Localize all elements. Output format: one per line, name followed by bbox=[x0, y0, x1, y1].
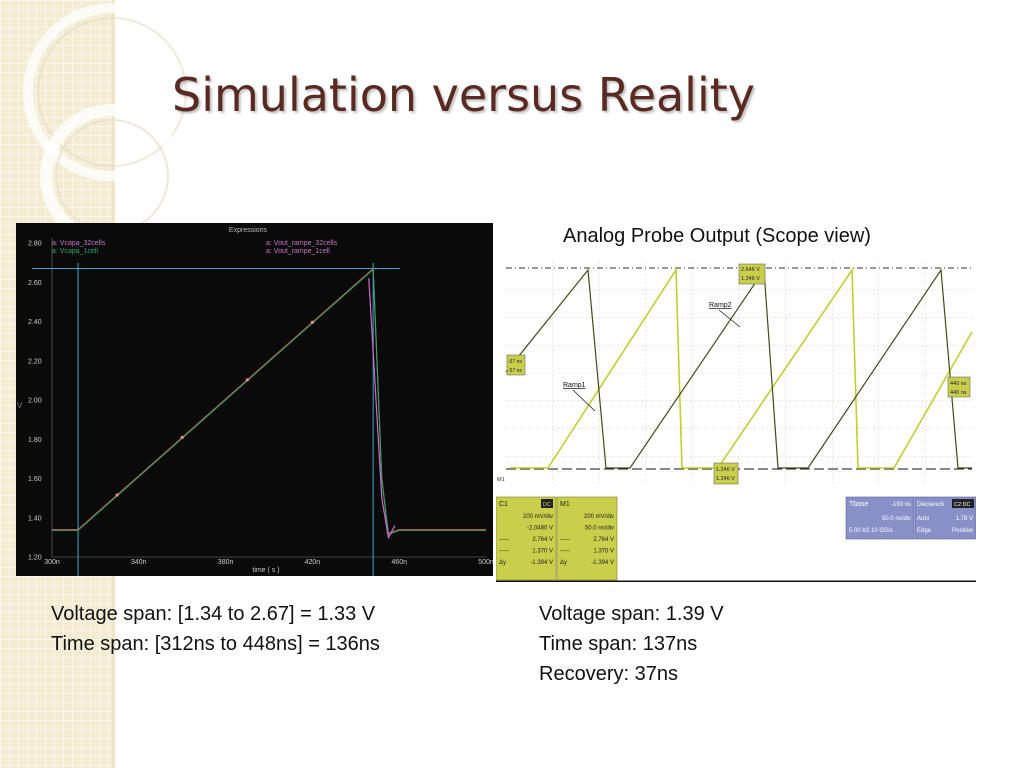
sim-sample-point bbox=[245, 378, 249, 382]
sim-y-ticks: 2.80 2.60 2.40 2.20 2.00 1.80 1.60 1.40 1.20 bbox=[28, 241, 42, 562]
sim-time-span: Time span: [312ns to 448ns] = 136ns bbox=[51, 633, 380, 655]
sim-y-tick-label: 2.60 bbox=[28, 280, 42, 287]
scope-box-value: 2.764 V bbox=[532, 537, 553, 543]
sim-reference-lines bbox=[32, 263, 400, 576]
scope-marker-right: 440 ns 440 ns bbox=[947, 376, 971, 398]
scope-grid bbox=[506, 262, 972, 484]
marker-right-label: 440 ns bbox=[950, 381, 967, 387]
c1-header: C1 bbox=[499, 501, 508, 508]
scope-caption: Analog Probe Output (Scope view) bbox=[563, 225, 871, 247]
sim-series bbox=[52, 267, 486, 540]
tbase-header-value: -193 ns bbox=[891, 502, 911, 508]
sim-vout-transient-line bbox=[368, 278, 396, 540]
sim-x-tick-label: 500n bbox=[478, 559, 493, 566]
scope-box-value: 200 mV/div bbox=[523, 514, 553, 520]
scope-box-value: 50.0 ns/div bbox=[585, 526, 614, 532]
sim-sample-point bbox=[310, 320, 314, 324]
scope-notes: Voltage span: 1.39 V Time span: 137ns Re… bbox=[539, 599, 724, 689]
sim-legend-item: a: Vcapa_32cells bbox=[52, 240, 106, 247]
scope-box-row-label: ----- bbox=[499, 549, 509, 555]
c1-tag: DC bbox=[543, 502, 551, 508]
scope-ramp2-trace bbox=[505, 268, 972, 469]
marker-top-label: 1.246 V bbox=[741, 276, 760, 282]
scope-box-value: -1.394 V bbox=[591, 560, 614, 566]
scope-box-value: 1.370 V bbox=[532, 549, 553, 555]
scope-box-value: -1.394 V bbox=[530, 560, 553, 566]
scope-m1-box: M1 200 mV/div 50.0 ns/div 2.764 V ----- 1.37… bbox=[556, 496, 618, 581]
marker-top-label: 2.646 V bbox=[741, 267, 760, 273]
marker-right-label: 440 ns bbox=[950, 390, 967, 396]
sim-x-tick-label: 420n bbox=[305, 559, 321, 566]
scope-box-row-label: ----- bbox=[560, 549, 570, 555]
sim-y-label: V bbox=[17, 401, 23, 410]
sim-x-tick-label: 380n bbox=[218, 559, 234, 566]
slide-title: Simulation versus Reality bbox=[172, 68, 755, 122]
scope-c1-box: C1 DC 200 mV/div -2.0480 V 2.764 V ----- 1.3… bbox=[496, 496, 557, 581]
scope-trigger-box: Déclench C2 DC Auto 1.78 V Edge Positive bbox=[914, 496, 976, 540]
marker-mid-left-label: -57 ns bbox=[508, 368, 522, 374]
tbase-row: 50.0 ns/div bbox=[882, 516, 911, 522]
sim-voltage-span: Voltage span: [1.34 to 2.67] = 1.33 V bbox=[51, 603, 376, 625]
scope-view: 2.646 V 1.246 V -57 ns -57 ns 1.246 V 1.… bbox=[496, 262, 976, 582]
scope-box-value: -2.0480 V bbox=[527, 526, 553, 532]
simulation-notes: Voltage span: [1.34 to 2.67] = 1.33 V Ti… bbox=[51, 599, 380, 659]
sim-y-tick-label: 2.40 bbox=[28, 319, 42, 326]
sim-x-label: time ( s ) bbox=[252, 567, 279, 574]
sim-series-line bbox=[52, 268, 486, 536]
sim-y-tick-label: 2.80 bbox=[28, 241, 42, 248]
trigger-mode: Auto bbox=[917, 516, 930, 522]
sim-window-title: Expressions bbox=[229, 227, 268, 234]
scope-box-row-label: ----- bbox=[560, 537, 570, 543]
tbase-row: 5.00 kS 10 GS/s bbox=[849, 528, 893, 534]
scope-box-row-label: Δy bbox=[499, 560, 506, 566]
sim-background bbox=[16, 223, 493, 576]
scope-box-value: 200 mV/div bbox=[584, 514, 614, 520]
simulation-plot: Expressions a: Vcapa_32cells a: Vcapa_1c… bbox=[16, 223, 493, 576]
trigger-header: Déclench bbox=[917, 501, 944, 508]
scope-ramp1-annotation: Ramp1 bbox=[563, 382, 596, 412]
scope-box-value: 2.764 V bbox=[593, 537, 614, 543]
scope-left-edge-mark: M1 bbox=[497, 477, 505, 483]
scope-box-row-label: ----- bbox=[499, 537, 509, 543]
sim-y-tick-label: 2.00 bbox=[28, 398, 42, 405]
sim-x-tick-label: 460n bbox=[391, 559, 407, 566]
tbase-header: Tbase bbox=[849, 501, 869, 508]
sim-x-tick-label: 340n bbox=[131, 559, 147, 566]
sim-x-ticks: 300n 340n 380n 420n 460n 500n bbox=[44, 559, 493, 566]
trigger-level: 1.78 V bbox=[956, 516, 973, 522]
marker-bottom-label: 1.246 V bbox=[716, 476, 735, 482]
sim-sample-point bbox=[115, 493, 119, 497]
marker-mid-left-label: -57 ns bbox=[508, 359, 522, 365]
sim-y-tick-label: 2.20 bbox=[28, 358, 42, 365]
scope-marker-top: 2.646 V 1.246 V bbox=[738, 263, 766, 285]
sim-y-tick-label: 1.40 bbox=[28, 515, 42, 522]
marker-bottom-label: 1.246 V bbox=[716, 467, 735, 473]
scope-marker-mid-left: -57 ns -57 ns bbox=[506, 354, 526, 376]
trigger-slope: Positive bbox=[952, 528, 974, 534]
sim-y-tick-label: 1.60 bbox=[28, 476, 42, 483]
scope-marker-bottom: 1.246 V 1.246 V bbox=[713, 462, 739, 485]
scope-box-value: 1.370 V bbox=[593, 549, 614, 555]
trigger-type: Edge bbox=[917, 528, 932, 534]
sim-legend-right: a: Vout_rampe_32cells a: Vout_rampe_1cel… bbox=[266, 240, 338, 255]
sim-y-tick-label: 1.20 bbox=[28, 555, 42, 562]
ramp1-label: Ramp1 bbox=[563, 382, 586, 389]
scope-time-span: Time span: 137ns bbox=[539, 633, 698, 655]
sim-y-tick-label: 1.80 bbox=[28, 437, 42, 444]
trigger-tag: C2 DC bbox=[954, 502, 971, 508]
sim-sample-point bbox=[180, 435, 184, 440]
sim-legend-item: a: Vout_rampe_1cell bbox=[266, 248, 330, 255]
scope-box-row-label: Δy bbox=[560, 560, 567, 566]
sim-x-tick-label: 300n bbox=[44, 559, 60, 566]
scope-ramp2-annotation: Ramp2 bbox=[709, 302, 741, 328]
m1-header: M1 bbox=[560, 501, 570, 508]
scope-voltage-span: Voltage span: 1.39 V bbox=[539, 603, 724, 625]
scope-recovery: Recovery: 37ns bbox=[539, 663, 678, 685]
sim-legend-left: a: Vcapa_32cells a: Vcapa_1cell bbox=[52, 240, 106, 255]
sim-legend-item: a: Vcapa_1cell bbox=[52, 248, 98, 255]
ramp2-label: Ramp2 bbox=[709, 302, 732, 309]
scope-tbase-box: Tbase -193 ns 50.0 ns/div 5.00 kS 10 GS/… bbox=[845, 496, 915, 540]
sim-legend-item: a: Vout_rampe_32cells bbox=[266, 240, 338, 247]
